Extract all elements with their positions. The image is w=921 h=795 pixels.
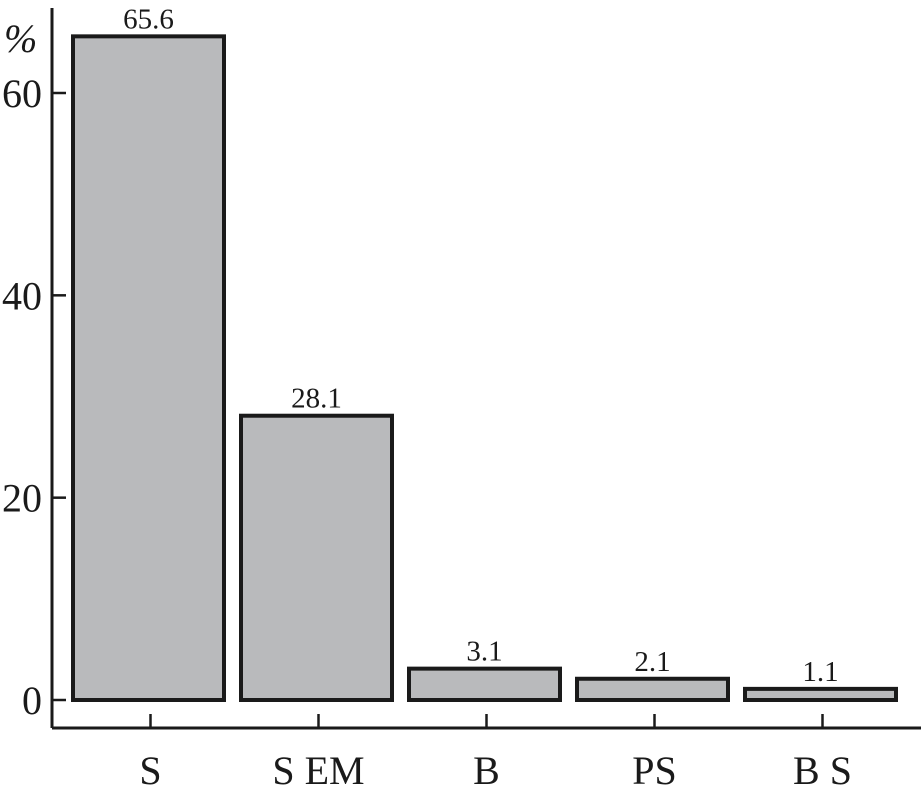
y-axis-unit-label: % — [4, 16, 37, 61]
x-tick-label: S — [139, 748, 161, 793]
bar — [71, 34, 226, 702]
x-tick-label: PS — [632, 748, 677, 793]
y-tick-label: 40 — [2, 273, 42, 318]
x-tick-label: B — [473, 748, 500, 793]
bars-group: 65.6 28.1 3.1 2.1 1.1 — [71, 3, 898, 703]
x-tick-label: B S — [793, 748, 852, 793]
y-tick-label: 0 — [22, 678, 42, 723]
y-tick-label: 20 — [2, 476, 42, 521]
bar-value-label: 3.1 — [466, 636, 502, 668]
bar-value-label: 28.1 — [291, 383, 342, 415]
bar — [575, 676, 730, 703]
bar — [407, 666, 562, 702]
x-axis: S S EM B PS B S — [52, 714, 921, 793]
bar — [239, 413, 394, 702]
bar-value-label: 2.1 — [634, 646, 670, 678]
bar-value-label: 1.1 — [802, 656, 838, 688]
bar-value-label: 65.6 — [123, 3, 174, 35]
bar — [743, 686, 898, 702]
y-axis: % 0 20 40 60 — [2, 8, 66, 728]
y-tick-label: 60 — [2, 71, 42, 116]
x-tick-label: S EM — [272, 748, 364, 793]
